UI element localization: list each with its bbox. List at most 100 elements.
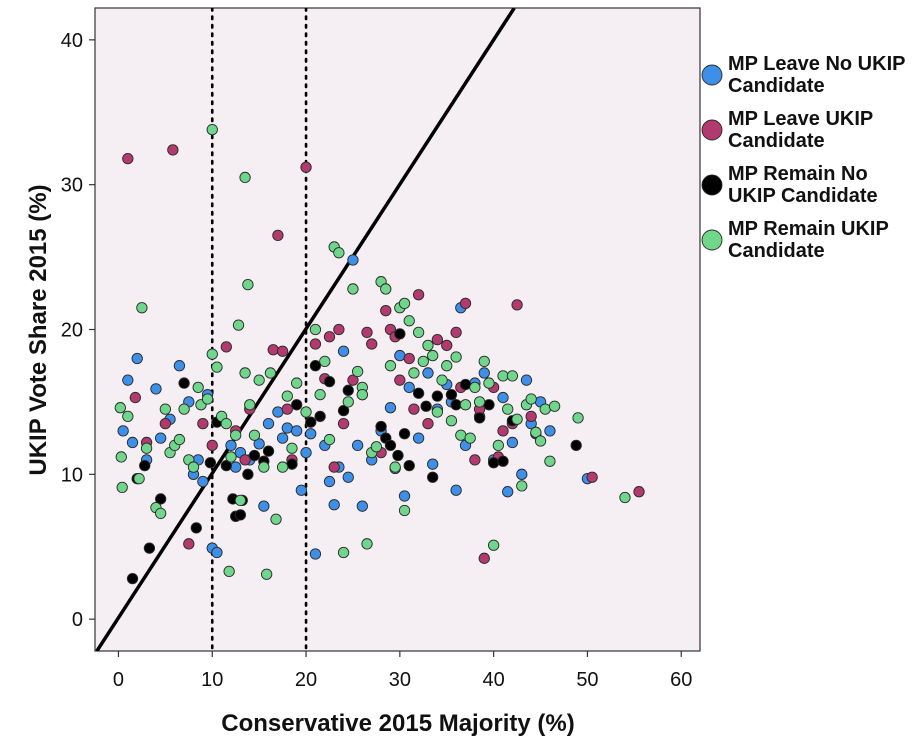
data-point — [548, 400, 561, 412]
data-point — [356, 500, 368, 512]
data-point — [136, 302, 148, 314]
data-point — [431, 333, 444, 346]
data-point — [300, 446, 312, 459]
data-point — [394, 374, 406, 386]
data-point — [129, 391, 141, 404]
legend-label: MP Leave No UKIP Candidate — [728, 53, 905, 97]
data-point — [309, 548, 322, 560]
data-point — [291, 377, 303, 389]
data-point — [497, 391, 509, 404]
legend-label-line: UKIP Candidate — [728, 185, 878, 207]
data-point — [225, 451, 237, 463]
data-point — [403, 352, 415, 365]
data-point — [253, 438, 265, 450]
data-point — [178, 377, 190, 389]
data-point — [497, 425, 509, 437]
data-point — [351, 365, 364, 378]
data-point — [487, 539, 500, 551]
data-point — [323, 331, 336, 343]
data-point — [173, 360, 186, 372]
data-point — [534, 435, 547, 447]
data-point — [220, 459, 232, 472]
data-point — [262, 445, 275, 457]
data-point — [422, 417, 434, 430]
data-point — [347, 254, 359, 266]
data-point — [197, 417, 209, 430]
data-point — [239, 171, 251, 184]
data-point — [264, 367, 277, 379]
data-point — [139, 459, 151, 472]
data-point — [143, 542, 156, 554]
data-point — [295, 484, 308, 496]
data-point — [483, 377, 495, 389]
data-point — [187, 461, 200, 473]
data-point — [248, 429, 261, 441]
data-point — [309, 338, 322, 350]
data-point — [225, 439, 237, 452]
data-point — [520, 374, 533, 386]
data-point — [155, 493, 167, 505]
data-point — [347, 283, 359, 295]
data-point — [450, 326, 462, 339]
data-point — [201, 393, 214, 405]
data-point — [122, 152, 134, 165]
data-point — [417, 355, 429, 368]
data-point — [126, 436, 139, 449]
data-point — [427, 471, 439, 483]
data-point — [455, 429, 467, 441]
data-point — [412, 289, 425, 301]
data-point — [431, 406, 444, 418]
data-point — [114, 402, 126, 414]
data-point — [117, 425, 129, 437]
data-point — [300, 406, 312, 418]
data-point — [204, 457, 217, 469]
data-point — [220, 341, 232, 353]
x-tick-label: 60 — [670, 669, 692, 691]
data-point — [380, 283, 392, 295]
data-point — [337, 417, 350, 430]
x-tick-label: 40 — [483, 669, 505, 691]
data-point — [506, 436, 519, 449]
data-point — [375, 420, 387, 433]
data-point — [516, 468, 528, 480]
data-point — [586, 471, 598, 483]
data-point — [239, 367, 251, 379]
legend-label: MP Leave UKIP Candidate — [728, 108, 873, 152]
data-point — [286, 458, 298, 470]
data-point — [244, 399, 256, 411]
data-point — [131, 352, 143, 365]
data-point — [305, 416, 317, 428]
x-tick-label: 50 — [576, 669, 598, 691]
data-point — [633, 486, 645, 498]
data-point — [619, 491, 631, 504]
legend-label-line: MP Remain No — [728, 163, 868, 185]
data-point — [323, 475, 336, 488]
data-point — [570, 439, 582, 452]
data-point — [258, 500, 270, 512]
data-point — [342, 396, 354, 408]
y-tick-label: 40 — [61, 30, 83, 52]
data-point — [337, 404, 350, 417]
data-point — [305, 428, 317, 440]
data-point — [469, 454, 481, 466]
data-point — [436, 374, 448, 386]
data-point — [267, 344, 279, 356]
data-point — [497, 370, 509, 382]
data-point — [487, 457, 500, 469]
y-tick-label: 30 — [61, 175, 83, 197]
legend-label: MP Remain No UKIP Candidate — [728, 163, 878, 207]
data-points — [114, 123, 645, 585]
data-point — [361, 326, 373, 339]
data-point — [173, 433, 186, 446]
data-point — [126, 572, 139, 585]
data-point — [272, 229, 284, 242]
data-point — [412, 326, 425, 339]
data-point — [234, 509, 247, 521]
data-point — [190, 522, 202, 534]
data-point — [403, 381, 415, 394]
data-point — [309, 360, 322, 372]
data-point — [116, 481, 128, 494]
data-point — [398, 504, 411, 517]
data-point — [389, 461, 401, 473]
data-point — [525, 393, 537, 405]
